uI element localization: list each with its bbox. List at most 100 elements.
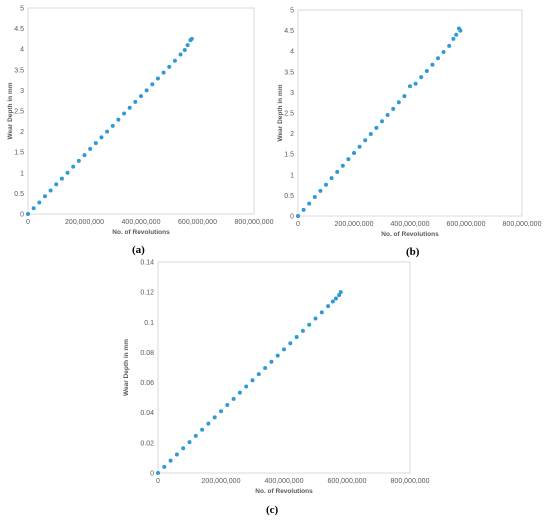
data-point [301,207,306,212]
data-point [374,125,379,130]
data-point [326,304,331,309]
data-point [168,458,173,463]
data-point [447,43,452,48]
y-tick-label: 4.5 [14,26,24,33]
chart-a-svg: 0 0.5 1 1.5 2 2.5 3 3.5 4 4.5 5 0 200,000,000 400,000… [7,6,274,237]
data-point [181,446,186,451]
y-tick-label: 0.1 [144,320,154,327]
x-tick-label: 800,000,000 [391,478,430,485]
data-point [436,56,440,61]
data-point [156,471,160,475]
data-point [333,296,338,301]
data-point [380,119,384,124]
data-point [116,117,121,122]
data-point [312,195,317,200]
y-tick-label: 0.06 [140,380,154,387]
y-tick-label: 0.08 [140,350,154,357]
y-tick-label: 1 [290,172,294,179]
data-point [340,163,345,168]
y-tick-label: 0.04 [140,410,154,417]
data-point [402,94,407,99]
y-tick-label: 0 [20,212,24,219]
x-tick-label: 0 [296,221,300,228]
data-point [99,135,104,140]
x-tick-label: 600,000,000 [178,219,217,226]
y-tick-label: 2 [20,129,24,136]
y-tick-label: 3.5 [14,67,24,74]
data-point [275,353,280,358]
data-point [105,129,110,134]
data-point [59,176,64,181]
data-point [300,328,305,333]
data-point [346,157,351,162]
data-point [419,75,424,80]
data-point [335,169,340,174]
data-point [363,138,368,143]
y-axis-title: Wear Depth in mm [7,82,14,139]
x-tick-label: 800,000,000 [235,219,274,226]
data-point [110,123,115,128]
data-point [352,150,356,155]
data-point [396,100,401,105]
data-point [250,378,255,383]
data-point [206,421,211,426]
data-point [451,36,456,41]
data-point [294,335,299,340]
data-point [189,36,194,41]
data-point [193,433,198,438]
data-point [288,341,293,346]
y-axis-title: Wear Depth in mm [277,84,284,141]
data-point [71,164,76,169]
x-tick-label: 0 [26,219,30,226]
x-tick-label: 400,000,000 [122,219,161,226]
data-point [219,409,223,414]
data-point [307,322,312,327]
x-tick-label: 200,000,000 [335,221,374,228]
y-tick-label: 2 [290,131,294,138]
x-axis-title: No. of Revolutions [381,231,439,238]
data-point [31,206,36,211]
data-point [212,415,217,420]
y-axis-title: Wear Depth in mm [123,339,130,396]
x-tick-label: 600,000,000 [447,221,486,228]
data-point [313,316,318,321]
data-point [454,32,459,37]
data-point [144,88,149,93]
x-tick-label: 600,000,000 [328,478,367,485]
data-point [122,111,127,116]
data-point [368,132,373,137]
x-axis-title: No. of Revolutions [112,229,170,236]
data-point [93,141,98,146]
data-point [48,188,53,193]
x-tick-label: 200,000,000 [202,478,241,485]
data-point [282,347,286,352]
y-tick-label: 3 [290,90,294,97]
data-point [161,70,166,75]
y-tick-label: 5 [290,8,294,15]
data-point [458,28,463,33]
data-point [357,144,362,149]
data-point [155,76,160,81]
data-point [385,113,390,118]
plot-area-b [297,9,523,217]
y-tick-label: 3.5 [284,69,294,76]
x-tick-label: 400,000,000 [265,478,304,485]
panel-label-c: (c) [266,504,279,516]
data-point [167,64,172,69]
y-tick-label: 2.5 [284,111,294,118]
data-point [338,290,343,295]
data-point [413,81,418,86]
data-point [424,68,429,73]
y-tick-label: 5 [20,6,24,13]
data-point [185,43,190,48]
chart-panel-c: 0 0.02 0.04 0.06 0.08 0.1 0.12 0.14 0 200,000,000… [110,258,430,522]
y-tick-label: 1.5 [14,150,24,157]
x-tick-label: 200,000,000 [65,219,104,226]
data-point [172,58,177,63]
plot-area-c [157,261,411,474]
data-point [174,452,179,457]
data-point [231,396,236,401]
data-point [42,194,47,199]
x-tick-label: 400,000,000 [391,221,430,228]
data-point [82,153,87,158]
